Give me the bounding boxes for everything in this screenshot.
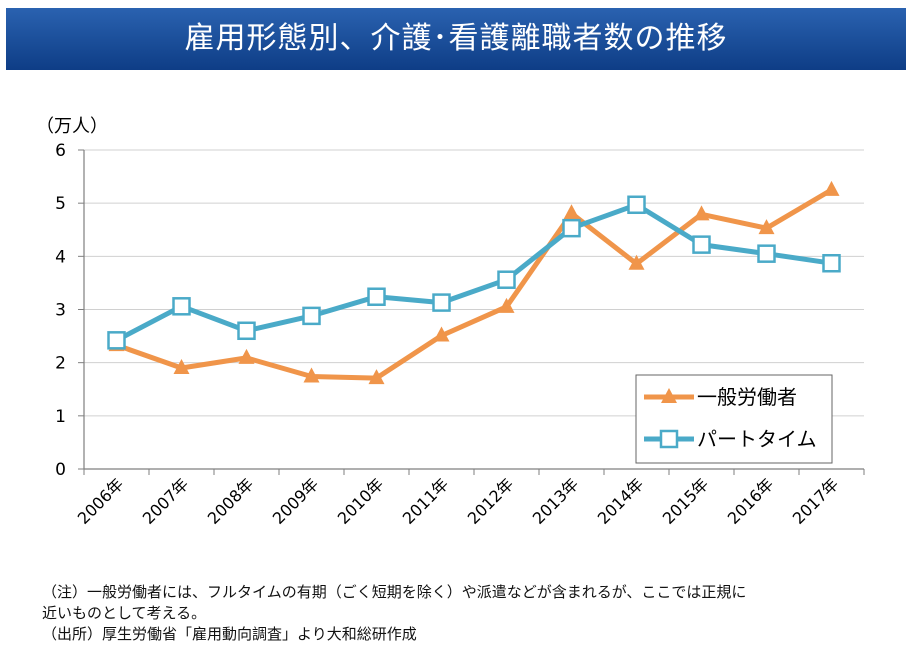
x-tick-label: 2016年 <box>724 474 778 528</box>
y-tick-label: 3 <box>55 301 66 321</box>
series <box>107 180 841 385</box>
x-tick-label: 2009年 <box>269 474 323 528</box>
x-tick-label: 2006年 <box>74 474 128 528</box>
x-tick-label: 2010年 <box>334 474 388 528</box>
data-point-triangle <box>758 219 775 235</box>
y-tick-label: 6 <box>55 141 66 161</box>
data-point-square <box>302 306 321 326</box>
y-tick-label: 2 <box>55 354 66 374</box>
data-point-triangle <box>368 369 385 385</box>
legend-marker-square <box>659 429 679 449</box>
x-tick-label: 2013年 <box>529 474 583 528</box>
data-point-square <box>367 287 386 306</box>
series-part-time <box>107 195 841 350</box>
data-point-square <box>757 244 776 263</box>
notes: （注）一般労働者には、フルタイムの有期（ごく短期を除く）や派遣などが含まれるが、… <box>42 582 746 645</box>
y-tick-label: 5 <box>55 194 66 214</box>
x-tick-label: 2011年 <box>399 474 453 528</box>
legend-marker-triangle <box>661 388 677 403</box>
series-line <box>115 202 832 343</box>
series-line <box>115 187 833 381</box>
data-point-triangle <box>433 326 450 342</box>
data-point-square <box>822 253 841 273</box>
x-tick-label: 2015年 <box>659 474 713 528</box>
axes <box>78 149 865 475</box>
y-axis-unit-label: （万人） <box>36 116 108 137</box>
legend-box <box>635 374 833 464</box>
data-point-square <box>107 331 126 350</box>
page-title: 雇用形態別、介護･看護離職者数の推移 <box>184 21 728 56</box>
legend-label: パートタイム <box>697 427 817 451</box>
data-point-triangle <box>303 367 320 383</box>
note-line-2: 近いものとして考える。 <box>42 604 207 622</box>
data-point-square <box>562 218 581 238</box>
data-point-square <box>237 321 256 341</box>
data-point-square <box>627 195 646 215</box>
data-point-square <box>692 235 711 254</box>
data-point-square <box>172 297 191 316</box>
data-point-triangle <box>498 297 515 313</box>
data-point-triangle <box>823 180 840 196</box>
x-tick-label: 2017年 <box>789 474 843 528</box>
data-point-square <box>497 270 516 289</box>
y-tick-label: 0 <box>55 460 66 480</box>
y-tick-labels: 0 1 2 3 4 5 6 <box>55 141 66 480</box>
x-tick-label: 2007年 <box>139 474 193 528</box>
grid-lines <box>84 149 864 417</box>
x-tick-label: 2014年 <box>594 474 648 528</box>
title-bar: 雇用形態別、介護･看護離職者数の推移 <box>6 8 906 70</box>
data-point-square <box>432 293 451 312</box>
y-tick-label: 4 <box>55 247 66 267</box>
x-tick-labels: 2006年 2007年 2008年 2009年 2010年 2011年 2012年 2013年… <box>74 474 843 528</box>
source-line: （出所）厚生労働省「雇用動向調査」より大和総研作成 <box>42 625 417 643</box>
y-tick-label: 1 <box>55 407 66 427</box>
data-point-triangle <box>628 254 645 270</box>
data-point-triangle <box>238 348 255 364</box>
x-tick-label: 2012年 <box>464 474 518 528</box>
note-line-1: （注）一般労働者には、フルタイムの有期（ごく短期を除く）や派遣などが含まれるが、… <box>42 583 747 601</box>
data-point-triangle <box>563 204 580 220</box>
series-general-workers <box>108 180 840 385</box>
data-point-triangle <box>173 358 190 374</box>
data-point-triangle <box>693 205 710 221</box>
legend-label: 一般労働者 <box>697 385 797 409</box>
x-tick-label: 2008年 <box>204 474 258 528</box>
